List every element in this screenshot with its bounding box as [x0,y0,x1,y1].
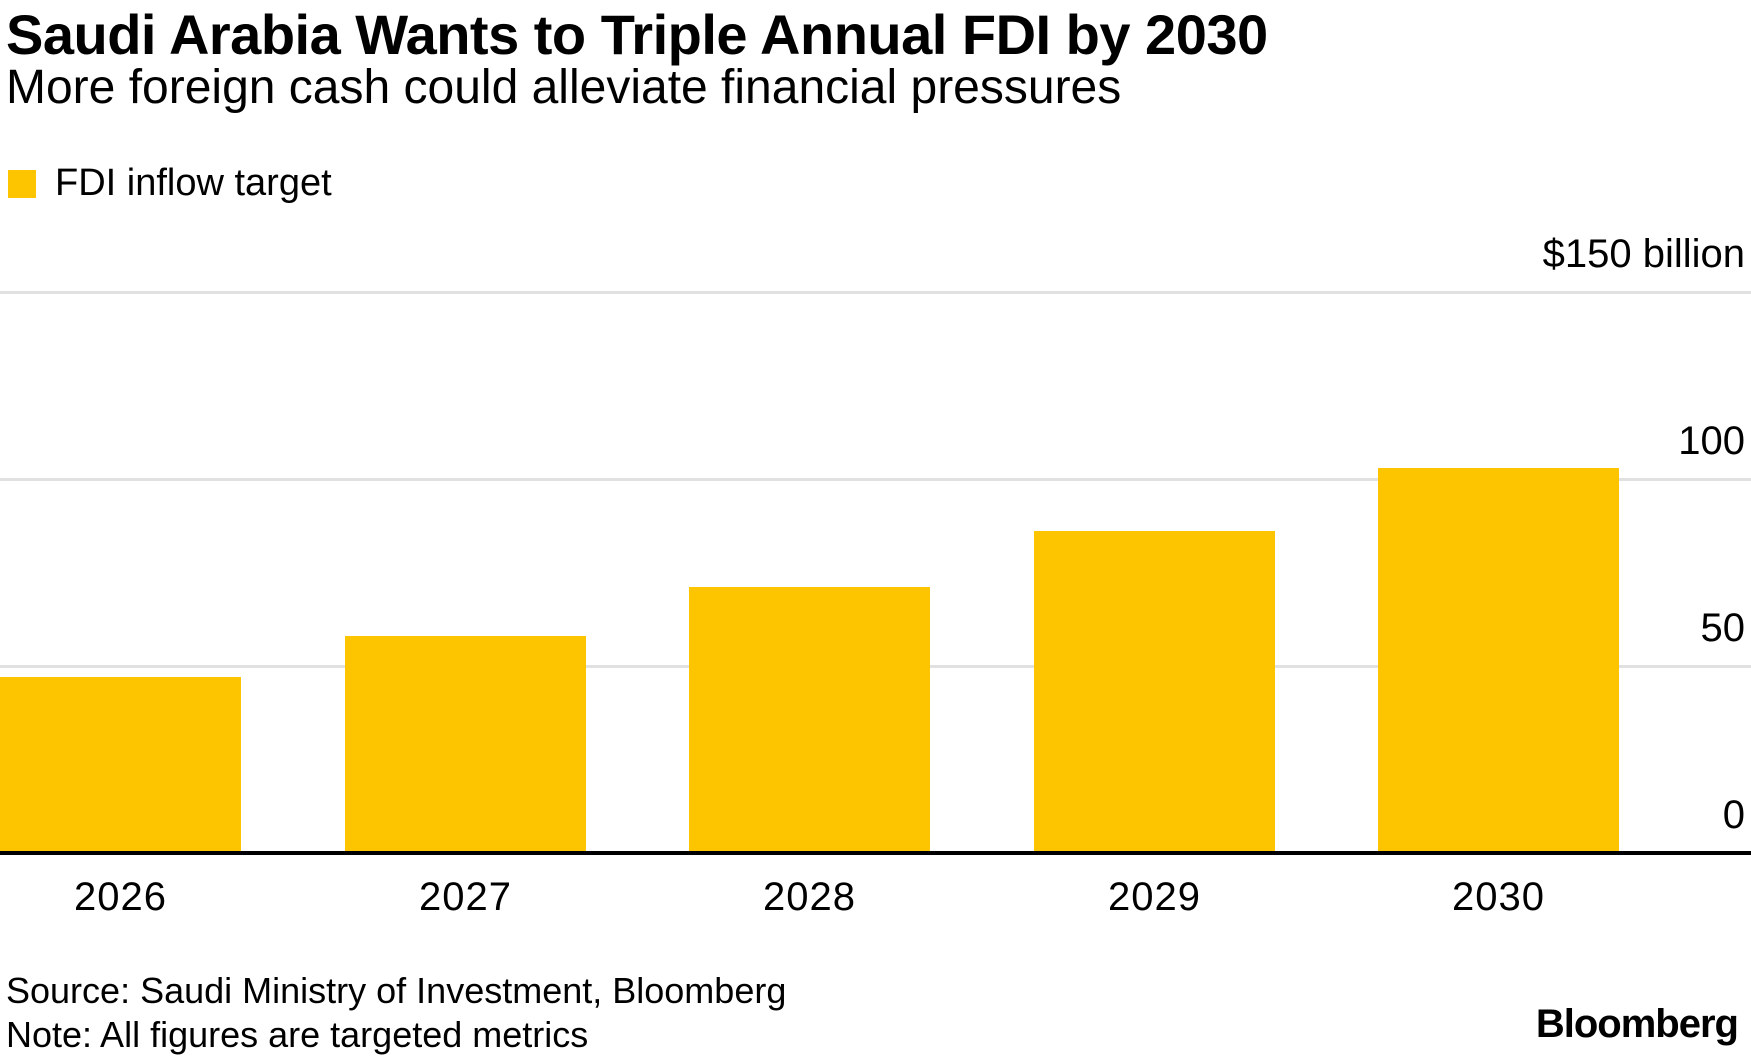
legend-label: FDI inflow target [55,162,332,204]
x-axis-baseline [0,851,1751,855]
x-axis-label-2026: 2026 [74,875,167,919]
source-note-block: Source: Saudi Ministry of Investment, Bl… [6,969,786,1057]
x-axis-label-2029: 2029 [1108,875,1201,919]
chart-title: Saudi Arabia Wants to Triple Annual FDI … [6,3,1268,66]
x-axis-label-2028: 2028 [763,875,856,919]
bar-2029 [1034,531,1275,853]
y-axis-label-150: $150 billion [1542,232,1745,276]
y-axis-label-50: 50 [1700,606,1746,650]
source-line: Source: Saudi Ministry of Investment, Bl… [6,970,787,1011]
legend: FDI inflow target [8,162,332,205]
y-axis-label-100: 100 [1678,419,1745,463]
gridline-150 [0,291,1751,294]
bar-2028 [689,587,930,853]
x-axis-label-2030: 2030 [1452,875,1545,919]
bar-2027 [345,636,586,853]
chart-subtitle: More foreign cash could alleviate financ… [6,61,1122,114]
x-axis-label-2027: 2027 [419,875,512,919]
gridline-100 [0,478,1751,481]
bloomberg-logo: Bloomberg [1535,1002,1739,1046]
bar-2026 [0,677,241,853]
legend-swatch-icon [8,169,36,198]
y-axis-label-0: 0 [1722,793,1745,837]
note-line: Note: All figures are targeted metrics [6,1014,589,1055]
bar-2030 [1378,468,1619,853]
